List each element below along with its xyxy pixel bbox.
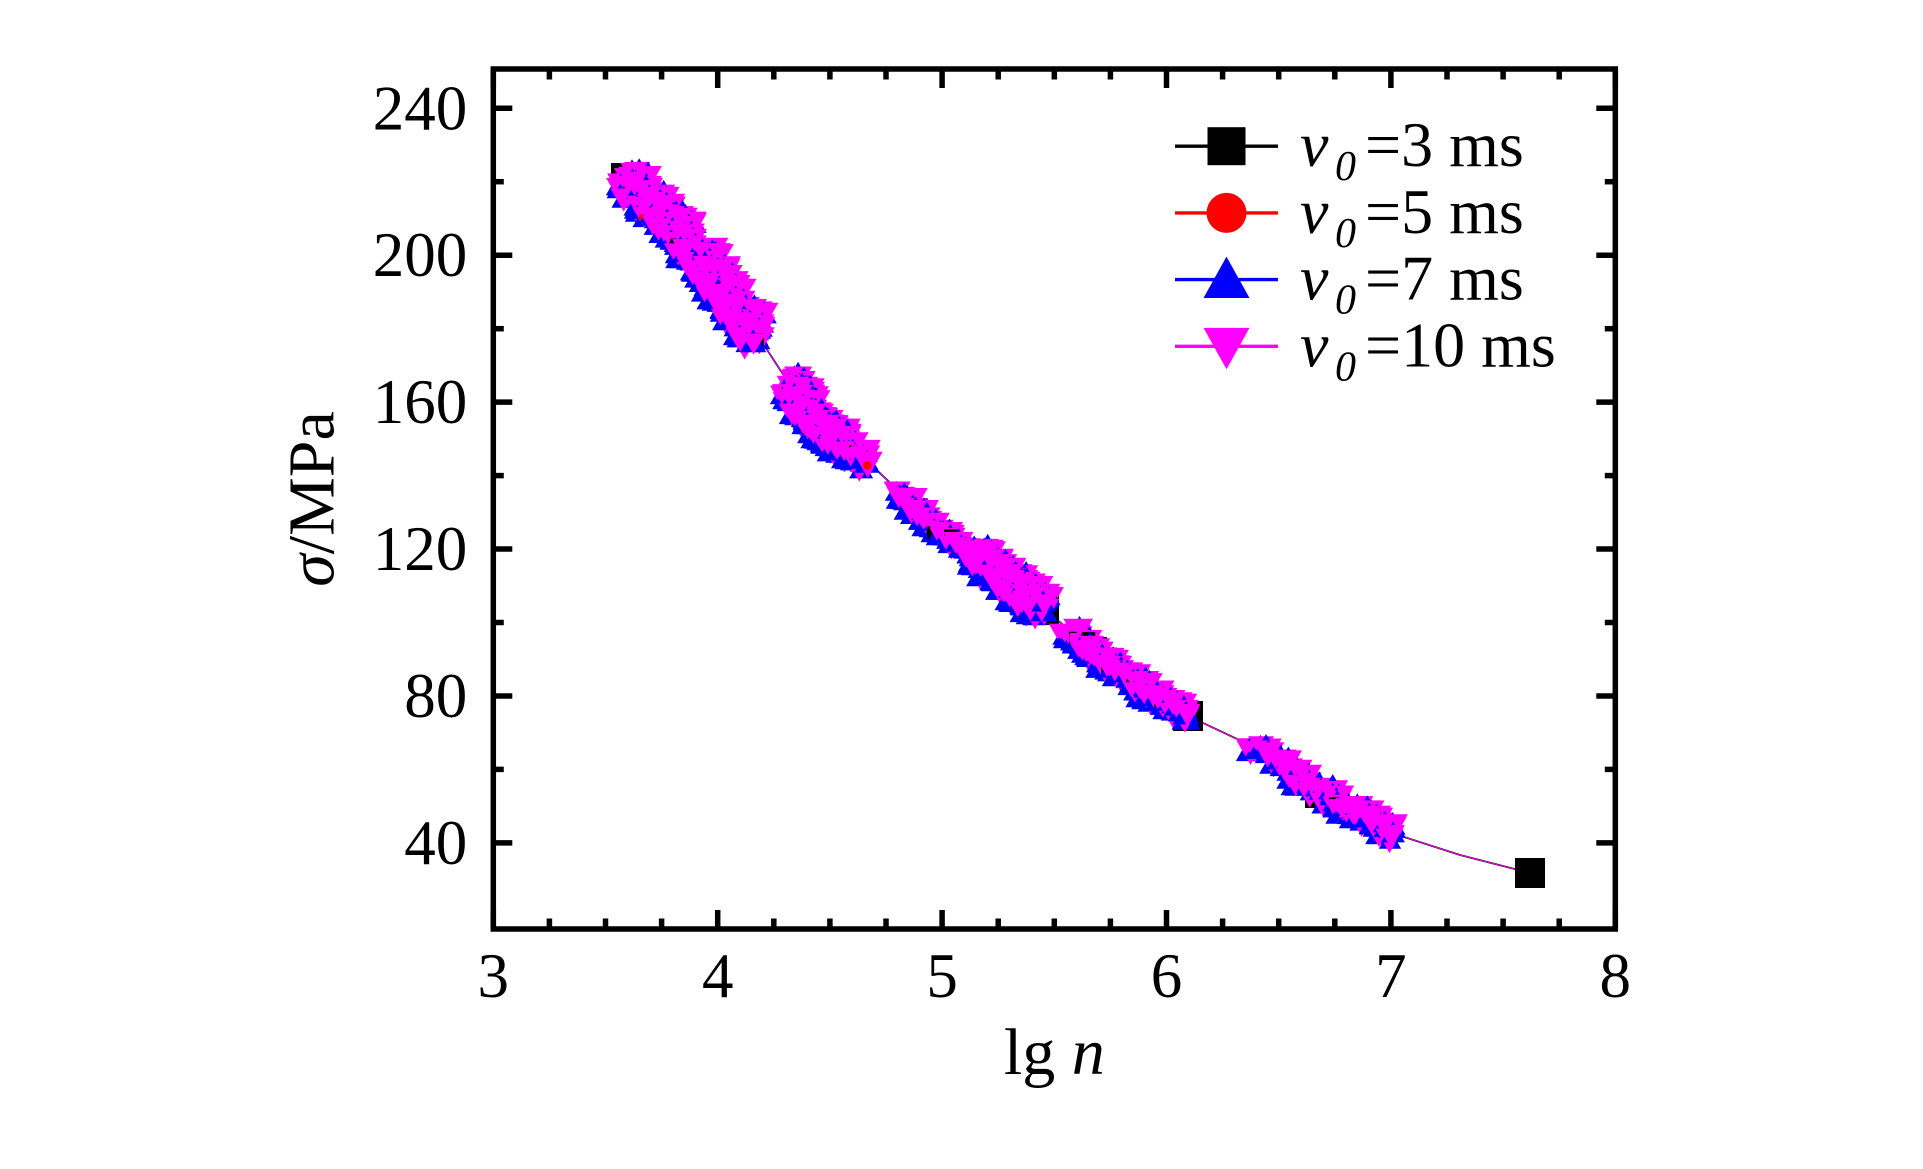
svg-text:σ/MPa: σ/MPa xyxy=(275,411,348,587)
svg-text:120: 120 xyxy=(373,514,468,584)
svg-text:160: 160 xyxy=(373,367,468,437)
svg-text:0: 0 xyxy=(1335,278,1356,324)
svg-text:0: 0 xyxy=(1335,211,1356,257)
svg-text:7: 7 xyxy=(1375,941,1407,1011)
svg-text:=3 ms: =3 ms xyxy=(1365,109,1524,180)
svg-text:80: 80 xyxy=(404,661,467,731)
svg-text:=10 ms: =10 ms xyxy=(1365,309,1556,380)
svg-text:200: 200 xyxy=(373,220,468,290)
svg-text:240: 240 xyxy=(373,73,468,143)
svg-text:0: 0 xyxy=(1335,144,1356,190)
svg-text:v: v xyxy=(1300,309,1329,380)
svg-text:lg n: lg n xyxy=(1004,1016,1105,1089)
svg-text:40: 40 xyxy=(404,808,467,878)
svg-text:5: 5 xyxy=(926,941,958,1011)
svg-text:=5 ms: =5 ms xyxy=(1365,176,1524,247)
svg-text:=7 ms: =7 ms xyxy=(1365,243,1524,314)
svg-text:6: 6 xyxy=(1151,941,1183,1011)
svg-text:v: v xyxy=(1300,243,1329,314)
svg-text:8: 8 xyxy=(1600,941,1632,1011)
svg-text:v: v xyxy=(1300,176,1329,247)
svg-text:v: v xyxy=(1300,109,1329,180)
svg-text:0: 0 xyxy=(1335,344,1356,390)
svg-text:4: 4 xyxy=(702,941,734,1011)
svg-text:3: 3 xyxy=(478,941,510,1011)
